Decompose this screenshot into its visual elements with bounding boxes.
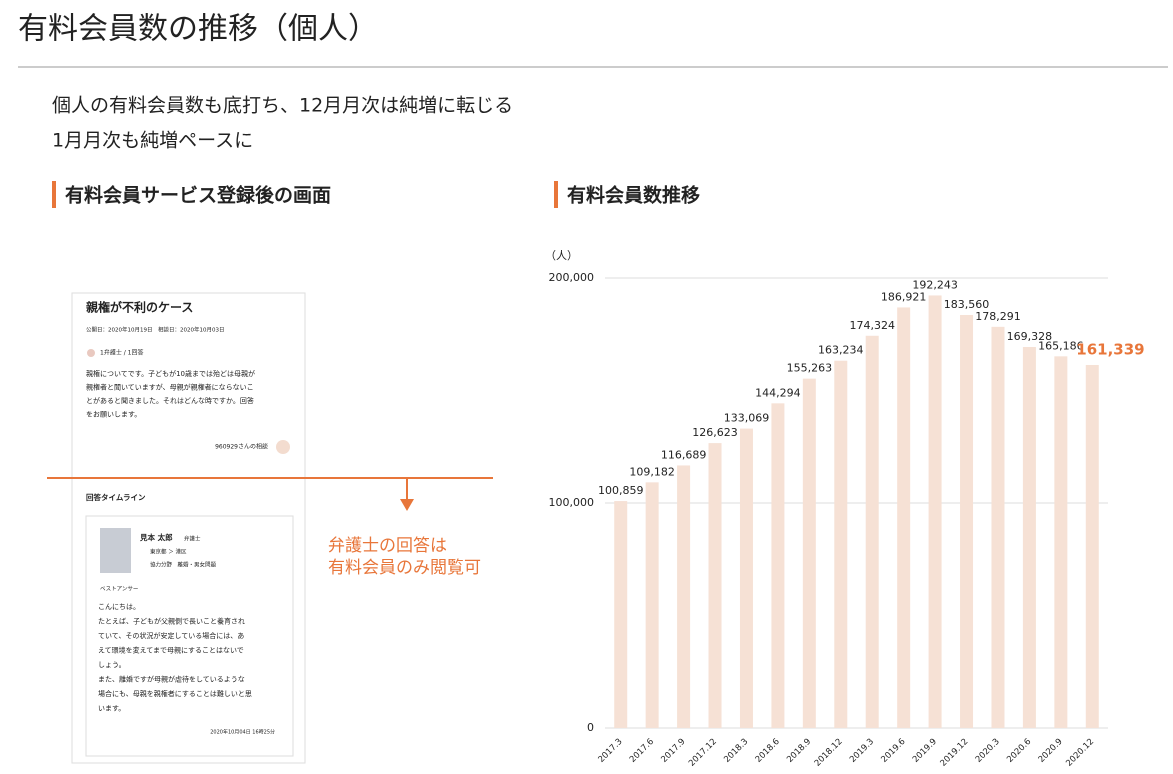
page-title: 有料会員数の推移（個人）: [18, 12, 378, 47]
y-unit-label: （人）: [545, 249, 578, 262]
value-label: 192,243: [912, 278, 958, 291]
bar: [1085, 364, 1099, 728]
x-tick-label: 2020.6: [1005, 737, 1033, 765]
x-tick-label: 2019.6: [879, 737, 907, 765]
arrow-head: [400, 499, 414, 511]
answer-date: 2020年10月04日 16時25分: [210, 729, 275, 736]
bar: [834, 360, 848, 728]
answer-line: ていて、その状況が安定している場合には、あ: [98, 631, 244, 640]
x-tick-label: 2018.6: [754, 737, 782, 765]
section-heading: 有料会員数推移: [567, 184, 700, 207]
value-label: 144,294: [755, 386, 801, 399]
y-tick-label: 0: [587, 721, 594, 734]
bar: [1022, 347, 1036, 728]
value-label: 163,234: [818, 344, 864, 357]
x-tick-label: 2017.3: [597, 737, 625, 765]
value-label: 186,921: [881, 290, 927, 303]
bar: [614, 501, 628, 728]
asker: 960929さんの相談: [215, 443, 268, 451]
x-tick-label: 2017.12: [687, 737, 719, 769]
question-body: 親権についてです。子どもが10歳までは殆どは母親が親権者と聞いていますが、母親が…: [86, 369, 255, 419]
answer-line: 場合にも、母親を親権者にすることは難しいと思: [98, 689, 252, 698]
best-answer: ベストアンサー: [100, 586, 138, 593]
x-tick-label: 2020.12: [1064, 737, 1096, 769]
x-tick-label: 2018.3: [722, 737, 750, 765]
x-tick-label: 2020.9: [1037, 737, 1065, 765]
annotation: 弁護士の回答は: [328, 536, 447, 556]
value-label: 100,859: [598, 484, 644, 497]
section-heading: 有料会員サービス登録後の画面: [65, 184, 331, 207]
bar: [802, 378, 816, 728]
question-line: 親権についてです。子どもが10歳までは殆どは母親が: [86, 369, 255, 378]
lawyer-name: 見本 太郎: [139, 532, 173, 542]
bar: [1054, 356, 1068, 728]
value-label: 133,069: [724, 412, 770, 425]
value-label: 183,560: [944, 298, 990, 311]
answer-line: えて環境を変えてまで母親にすることはないで: [98, 646, 244, 655]
value-label: 169,328: [1007, 330, 1053, 343]
y-tick-label: 100,000: [549, 496, 595, 509]
summary-line: 個人の有料会員数も底打ち、12月月次は純増に転じる: [52, 95, 513, 117]
heading-bar: [554, 181, 558, 208]
value-label: 109,182: [629, 465, 675, 478]
value-label: 126,623: [692, 426, 738, 439]
timeline-heading: 回答タイムライン: [86, 492, 146, 502]
heading-bar: [52, 181, 56, 208]
avatar: [276, 440, 290, 454]
x-tick-label: 2019.12: [938, 737, 970, 769]
x-tick-label: 2018.12: [813, 737, 845, 769]
lawyer-role: 弁護士: [184, 535, 201, 543]
x-tick-label: 2017.6: [628, 737, 656, 765]
value-label: 116,689: [661, 448, 707, 461]
value-label: 165,186: [1038, 339, 1084, 352]
bar: [708, 443, 722, 728]
x-tick-label: 2019.9: [911, 737, 939, 765]
bar: [645, 482, 659, 728]
bar: [771, 403, 785, 728]
question-line: 親権者と聞いていますが、母親が親権者にならないこ: [86, 383, 254, 392]
x-tick-label: 2017.9: [659, 737, 687, 765]
bar-chart: 0 100,000 200,000 2017.3 100,859 2017.6 109,18…: [549, 271, 1145, 769]
bar: [928, 295, 942, 728]
x-tick-label: 2019.3: [848, 737, 876, 765]
value-label: 174,324: [849, 319, 895, 332]
bar: [960, 314, 974, 728]
lawyer-photo: [100, 528, 131, 573]
value-label: 178,291: [975, 310, 1021, 323]
answer-line: しょう。: [98, 661, 126, 669]
lawyer-location: 東京都 ＞ 港区: [150, 548, 187, 556]
bar: [739, 428, 753, 728]
y-tick-label: 200,000: [549, 271, 595, 284]
bar: [897, 307, 911, 728]
answer-body: こんにちは。たとえば、子どもが父親側で長いこと養育されていて、その状況が安定して…: [98, 603, 252, 713]
lawyer-field: 協力分野 離婚・男女問題: [150, 561, 217, 569]
avatar: [87, 349, 95, 357]
question-meta: 公開日：2020年10月19日 相談日：2020年10月03日: [86, 326, 225, 334]
annotation: 有料会員のみ閲覧可: [328, 558, 481, 578]
answer-line: また、離婚ですが母親が虐待をしているような: [98, 675, 245, 684]
value-label: 155,263: [787, 362, 833, 375]
bar: [865, 335, 879, 728]
summary-line: 1月月次も純増ペースに: [52, 130, 253, 152]
answer-line: こんにちは。: [98, 603, 140, 611]
answer-line: います。: [98, 705, 125, 713]
x-tick-label: 2020.3: [974, 737, 1002, 765]
answer-line: たとえば、子どもが父親側で長いこと養育され: [98, 617, 245, 626]
question-title: 親権が不利のケース: [86, 300, 193, 315]
bar: [677, 465, 691, 728]
question-line: をお願いします。: [86, 411, 141, 419]
value-label: 161,339: [1076, 340, 1144, 358]
bar: [991, 326, 1005, 728]
answer-count: 1弁護士 / 1回答: [100, 349, 143, 357]
x-tick-label: 2018.9: [785, 737, 813, 765]
question-line: とがあると聞きました。それはどんな時ですか。回答: [86, 396, 254, 405]
